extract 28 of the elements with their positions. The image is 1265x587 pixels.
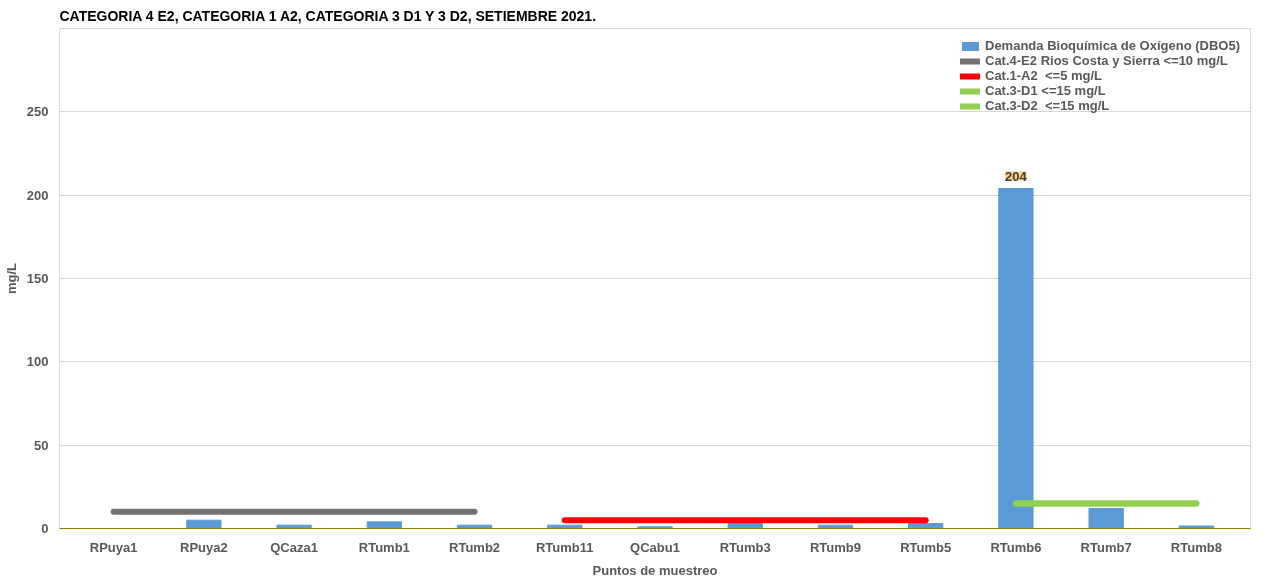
- y-tick-label: 0: [41, 521, 49, 536]
- legend-label: Cat.1-A2 <=5 mg/L: [985, 68, 1103, 83]
- y-tick-label: 200: [26, 187, 49, 203]
- x-tick-label: RTumb7: [1080, 539, 1132, 555]
- x-tick-label: RTumb6: [990, 539, 1042, 555]
- x-tick-label: RTumb3: [719, 539, 771, 555]
- y-tick-label: 100: [26, 354, 49, 370]
- y-tick-label: 250: [26, 104, 49, 120]
- x-tick-label: RTumb2: [449, 539, 501, 555]
- x-tick-label: QCabu1: [630, 539, 680, 555]
- x-tick-label: QCaza1: [270, 539, 318, 555]
- legend-label: Cat.4-E2 Rios Costa y Sierra <=10 mg/L: [985, 53, 1228, 68]
- x-tick-label: RPuya2: [180, 539, 228, 555]
- x-tick-label: RPuya1: [89, 539, 138, 555]
- x-tick-label: RTumb1: [358, 539, 410, 555]
- x-tick-label: RTumb9: [809, 539, 861, 555]
- y-tick-label: 50: [34, 437, 49, 453]
- legend-label: Cat.3-D1 <=15 mg/L: [985, 83, 1106, 98]
- legend-label: Demanda Bioquímica de Oxígeno (DBO5): [985, 38, 1240, 53]
- x-axis-title: Puntos de muestreo: [592, 562, 718, 578]
- x-tick-label: RTumb8: [1170, 539, 1222, 555]
- x-tick-label: RTumb5: [900, 539, 952, 555]
- legend-label: Cat.3-D2 <=15 mg/L: [985, 98, 1110, 113]
- chart-title: CATEGORIA 4 E2, CATEGORIA 1 A2, CATEGORIA 3 D1 Y 3 D2, SETIEMBRE 2021.: [59, 7, 597, 24]
- y-axis-title: mg/L: [3, 262, 19, 295]
- data-label: 204: [1005, 168, 1028, 184]
- x-tick-label: RTumb11: [536, 539, 594, 555]
- y-tick-label: 150: [26, 271, 49, 286]
